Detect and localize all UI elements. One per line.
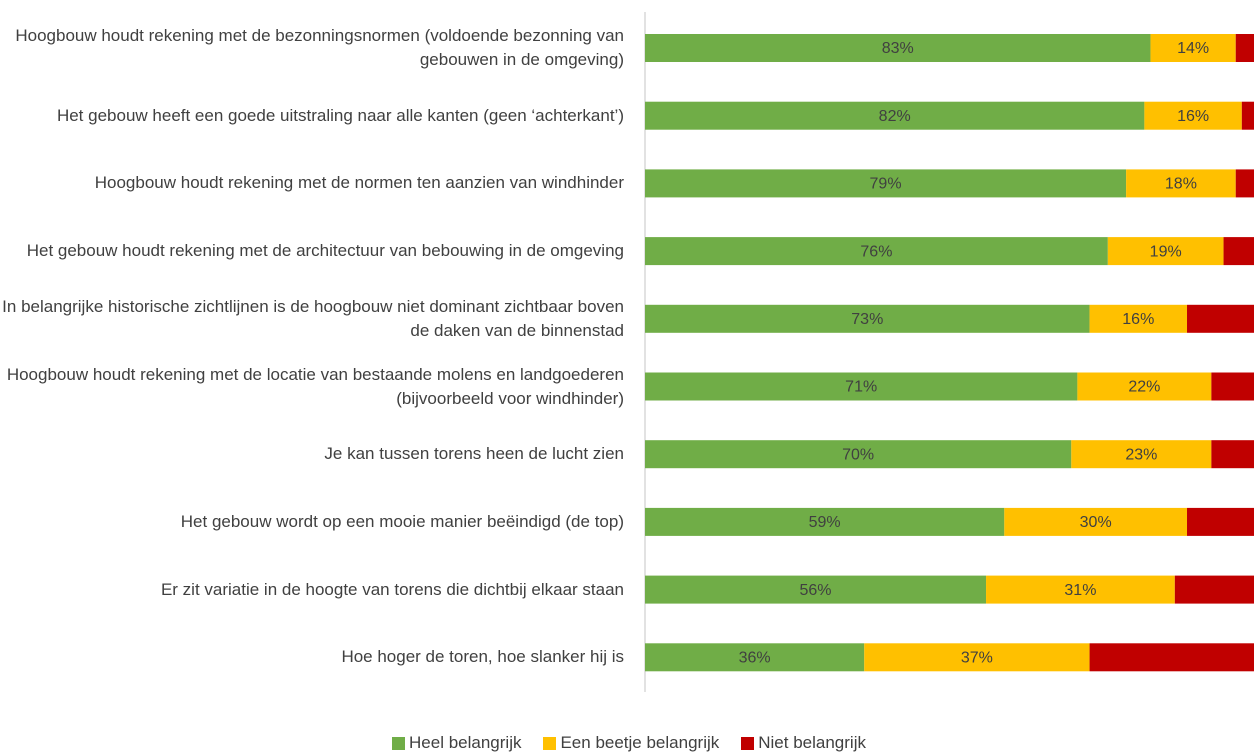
bar-segment (864, 643, 1090, 672)
legend-item: Niet belangrijk (741, 733, 866, 753)
legend: Heel belangrijk Een beetje belangrijk Niet… (0, 733, 1258, 753)
bar-segment (645, 34, 1151, 62)
bar-segment (645, 101, 1145, 130)
bar-segment (645, 372, 1078, 401)
bar-segment (1187, 507, 1254, 536)
bar-segment (645, 169, 1127, 198)
legend-label: Heel belangrijk (409, 733, 522, 752)
category-label: Hoe hoger de toren, hoe slanker hij is (341, 647, 624, 667)
data-label: 83% (882, 40, 914, 57)
data-label: 71% (845, 379, 877, 396)
data-label: 30% (1080, 514, 1112, 531)
bar-segment (645, 507, 1005, 536)
data-label: 73% (851, 311, 883, 328)
bar-segment (1211, 372, 1254, 401)
bar-segment (1223, 237, 1254, 266)
category-label: Het gebouw houdt rekening met de archite… (26, 241, 624, 261)
category-label: In belangrijke historische zichtlijnen i… (2, 296, 624, 340)
bar-segment (645, 440, 1072, 469)
bar-segment (645, 643, 865, 672)
bar-segment (986, 575, 1175, 604)
bar-segment (1126, 169, 1236, 198)
category-label: Het gebouw wordt op een mooie manier beë… (180, 511, 624, 531)
bar-segment (1211, 440, 1254, 469)
bar-segment (1004, 507, 1188, 536)
data-label: 59% (809, 514, 841, 531)
legend-swatch (543, 736, 557, 750)
bar-segment (1144, 101, 1242, 130)
data-label: 18% (1165, 176, 1197, 193)
bar-segment (645, 575, 987, 604)
data-label: 76% (860, 243, 892, 260)
legend-swatch (392, 736, 406, 750)
data-label: 79% (870, 176, 902, 193)
data-label: 36% (739, 650, 771, 667)
legend-item: Heel belangrijk (392, 733, 521, 753)
bar-segment (1150, 34, 1236, 62)
bar-segment (1089, 304, 1188, 333)
data-label: 16% (1122, 311, 1154, 328)
data-label: 56% (800, 582, 832, 599)
data-label: 37% (961, 650, 993, 667)
bar-segment (645, 304, 1090, 333)
bar-segment (645, 237, 1108, 266)
legend-item: Een beetje belangrijk (543, 733, 719, 753)
data-label: 16% (1177, 108, 1209, 125)
category-label: Er zit variatie in de hoogte van torens … (160, 579, 624, 599)
bar-segment (1241, 101, 1254, 130)
data-label: 19% (1150, 243, 1182, 260)
bar-segment (1174, 575, 1254, 604)
data-label: 14% (1177, 40, 1209, 57)
data-label: 23% (1125, 446, 1157, 463)
category-label: Hoogbouw houdt rekening met de locatie v… (6, 364, 624, 408)
bar-segment (1071, 440, 1212, 469)
legend-swatch (741, 736, 755, 750)
data-label: 70% (842, 446, 874, 463)
bar-segment (1107, 237, 1224, 266)
legend-label: Niet belangrijk (758, 733, 866, 752)
legend-label: Een beetje belangrijk (560, 733, 720, 752)
category-label: Hoogbouw houdt rekening met de normen te… (94, 173, 624, 193)
bar-segment (1235, 169, 1254, 198)
category-label: Hoogbouw houdt rekening met de bezonning… (15, 26, 624, 69)
category-label: Het gebouw heeft een goede uitstraling n… (56, 105, 624, 125)
bar-segment (1077, 372, 1212, 401)
bar-segment (1187, 304, 1254, 333)
category-label: Je kan tussen torens heen de lucht zien (324, 444, 624, 464)
bar-segment (1235, 34, 1254, 62)
data-label: 82% (879, 108, 911, 125)
data-label: 31% (1064, 582, 1096, 599)
data-label: 22% (1128, 379, 1160, 396)
bar-segment (1089, 643, 1254, 672)
